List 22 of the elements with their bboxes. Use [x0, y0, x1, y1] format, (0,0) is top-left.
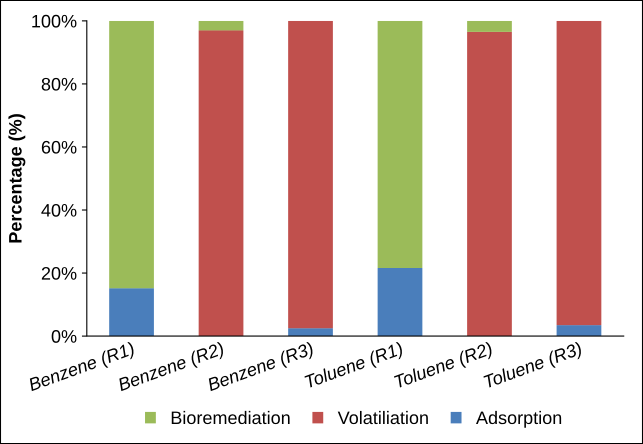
bar — [556, 20, 602, 326]
bar — [556, 325, 602, 336]
bar — [467, 20, 512, 32]
y-tick-label: 80% — [42, 78, 76, 91]
bar — [467, 32, 512, 336]
bar — [109, 288, 154, 336]
legend-label: Bioremediation — [172, 410, 290, 424]
y-tick-label: 100% — [32, 14, 76, 28]
y-tick-label: 60% — [42, 140, 76, 154]
bar — [378, 20, 422, 268]
bar — [288, 328, 333, 336]
legend-label: Adsorption — [476, 410, 562, 428]
bar — [288, 20, 333, 328]
y-axis-title: Percentage (%) — [8, 114, 26, 242]
y-tick-label: 0% — [52, 330, 76, 343]
legend-label: Volatiliation — [338, 410, 428, 424]
bar — [198, 20, 244, 30]
y-tick-label: 40% — [41, 204, 76, 217]
bar — [198, 30, 244, 336]
y-tick-label: 20% — [42, 266, 76, 280]
bar — [109, 20, 154, 288]
bar — [378, 268, 422, 336]
